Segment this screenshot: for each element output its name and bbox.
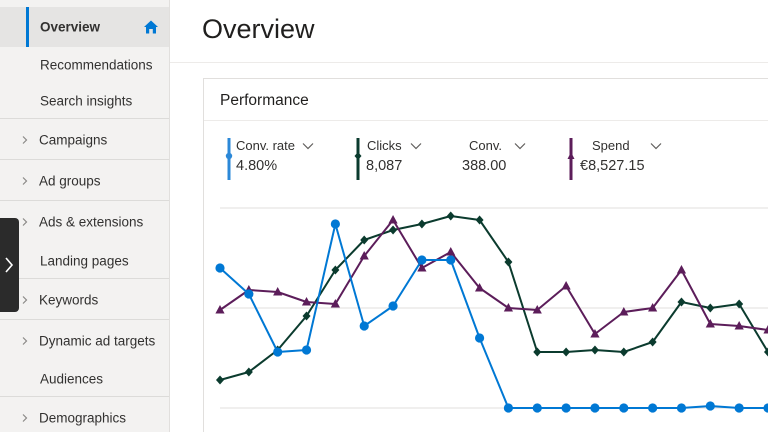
sidebar-item-label: Campaigns bbox=[39, 132, 108, 148]
sidebar-item-label: Recommendations bbox=[40, 57, 153, 73]
sidebar-item-label: Overview bbox=[40, 19, 101, 35]
metric-value: 4.80% bbox=[236, 158, 278, 174]
triangle-marker-icon bbox=[567, 138, 575, 180]
performance-title: Performance bbox=[220, 92, 309, 109]
metric-label: Spend bbox=[592, 138, 630, 153]
sidebar-item-label: Dynamic ad targets bbox=[39, 333, 156, 349]
sidebar-item-label: Keywords bbox=[39, 292, 99, 308]
left-navigation: Overview Recommendations Search insights… bbox=[0, 0, 170, 432]
sidebar-item-demographics[interactable]: Demographics bbox=[0, 398, 169, 432]
diamond-marker-icon bbox=[354, 138, 362, 180]
sidebar-item-audiences[interactable]: Audiences bbox=[0, 359, 169, 399]
sidebar-item-label: Audiences bbox=[40, 371, 104, 387]
sidebar-item-label: Landing pages bbox=[40, 253, 129, 269]
chevron-right-icon bbox=[22, 337, 28, 345]
sidebar-item-ad-groups[interactable]: Ad groups bbox=[0, 161, 169, 201]
sidebar-item-search-insights[interactable]: Search insights bbox=[0, 81, 169, 121]
metric-label: Clicks bbox=[367, 138, 402, 153]
metric-selector-conv[interactable]: Conv. 388.00 bbox=[455, 138, 535, 180]
header-divider bbox=[170, 62, 768, 63]
metric-value: €8,527.15 bbox=[580, 158, 645, 174]
sidebar-item-landing-pages[interactable]: Landing pages bbox=[0, 241, 169, 281]
chevron-right-icon bbox=[22, 296, 28, 304]
nav-divider bbox=[0, 118, 169, 119]
chevron-down-icon bbox=[410, 143, 422, 150]
sidebar-item-overview[interactable]: Overview bbox=[0, 7, 169, 47]
performance-card: Performance bbox=[203, 78, 768, 432]
nav-divider bbox=[0, 159, 169, 160]
chevron-right-icon bbox=[22, 218, 28, 226]
sidebar-item-campaigns[interactable]: Campaigns bbox=[0, 120, 169, 160]
metric-label: Conv. rate bbox=[236, 138, 296, 153]
nav-divider bbox=[0, 396, 169, 397]
nav-divider bbox=[0, 319, 169, 320]
metric-label: Conv. bbox=[469, 138, 502, 153]
chevron-right-icon bbox=[22, 414, 28, 422]
chevron-right-icon bbox=[5, 257, 14, 273]
nav-divider bbox=[0, 200, 169, 201]
sidebar-item-dynamic-ad-targets[interactable]: Dynamic ad targets bbox=[0, 321, 169, 361]
metric-selector-conv-rate[interactable]: Conv. rate 4.80% bbox=[224, 138, 324, 180]
chevron-down-icon bbox=[302, 143, 314, 150]
sidebar-item-label: Ad groups bbox=[39, 173, 101, 189]
chevron-right-icon bbox=[22, 136, 28, 144]
metric-selector-clicks[interactable]: Clicks 8,087 bbox=[353, 138, 433, 180]
chevron-down-icon bbox=[514, 143, 526, 150]
chevron-down-icon bbox=[650, 143, 662, 150]
page-title: Overview bbox=[202, 14, 315, 44]
metric-selector-spend[interactable]: Spend €8,527.15 bbox=[566, 138, 676, 180]
circle-marker-icon bbox=[225, 138, 233, 180]
sidebar-item-label: Search insights bbox=[40, 93, 133, 109]
sidebar-item-keywords[interactable]: Keywords bbox=[0, 280, 169, 320]
metric-value: 8,087 bbox=[366, 158, 403, 174]
nav-divider bbox=[0, 278, 169, 279]
home-icon bbox=[144, 20, 158, 34]
sidebar-item-recommendations[interactable]: Recommendations bbox=[0, 45, 169, 85]
sidebar-item-ads-extensions[interactable]: Ads & extensions bbox=[0, 202, 169, 242]
active-indicator bbox=[26, 7, 29, 47]
metric-value: 388.00 bbox=[462, 158, 507, 174]
sidebar-item-label: Demographics bbox=[39, 410, 127, 426]
chevron-right-icon bbox=[22, 177, 28, 185]
sidebar-item-label: Ads & extensions bbox=[39, 214, 144, 230]
sidebar-collapse-toggle[interactable] bbox=[0, 218, 19, 312]
card-divider bbox=[204, 120, 768, 121]
